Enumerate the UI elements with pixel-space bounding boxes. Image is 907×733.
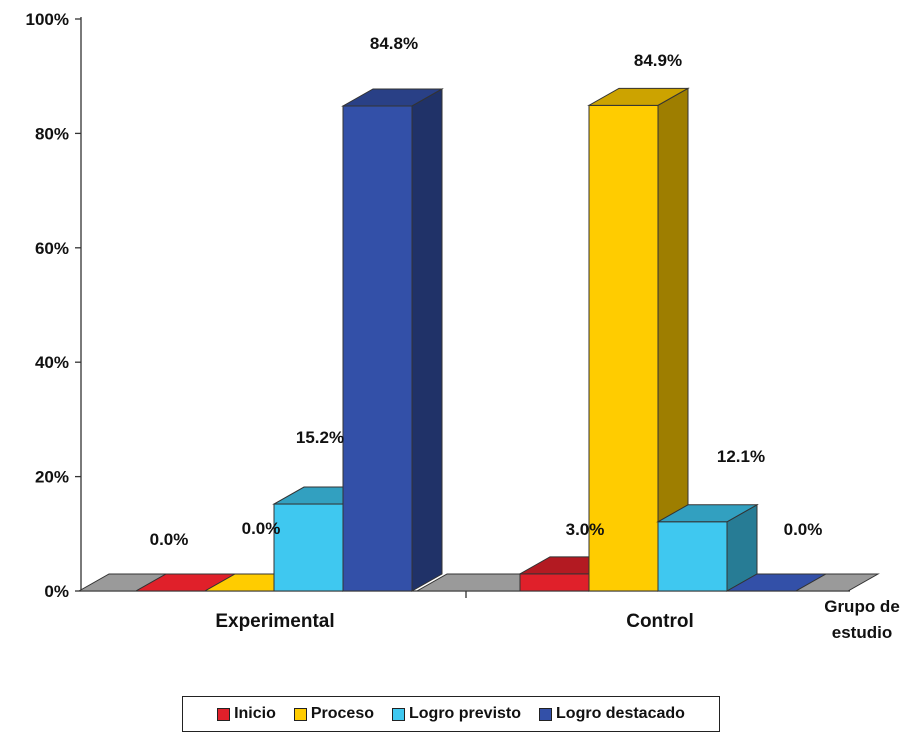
y-tick-label: 20% — [35, 468, 69, 487]
legend-item: Inicio — [217, 705, 276, 723]
y-tick-label: 0% — [44, 582, 69, 601]
data-label: 15.2% — [296, 428, 344, 447]
data-label: 0.0% — [242, 519, 281, 538]
bar-front — [273, 503, 344, 592]
legend-swatch — [392, 707, 405, 721]
bar-proceso — [587, 87, 690, 592]
legend-label: Logro destacado — [556, 705, 685, 722]
legend-swatch — [539, 707, 553, 721]
bar-top — [656, 504, 759, 523]
bar-front — [657, 521, 728, 592]
chart: 0% 20% 40% 60% 80% 100% 0.0% 3.0% 0.0% 84.9% 15.2… — [26, 10, 900, 642]
data-labels: 0.0% 3.0% 0.0% 84.9% 15.2% 12.1% 84.8% 0.0% — [150, 34, 823, 549]
data-label: 3.0% — [566, 520, 605, 539]
floor-tile — [794, 573, 880, 592]
y-tick-label: 100% — [26, 10, 69, 29]
bar-front — [588, 104, 659, 592]
legend-item: Proceso — [293, 705, 374, 723]
legend-item: Logro destacado — [539, 705, 685, 723]
data-label: 0.0% — [150, 530, 189, 549]
data-label: 84.9% — [634, 51, 682, 70]
y-tick-label: 60% — [35, 239, 69, 258]
data-label: 0.0% — [784, 520, 823, 539]
x-axis-title-line-1: Grupo de — [824, 597, 900, 616]
bars — [77, 87, 880, 592]
legend-item: Logro previsto — [392, 705, 521, 723]
x-axis-title-line-2: estudio — [832, 623, 892, 642]
bar-top — [587, 87, 690, 106]
bar-top — [341, 88, 444, 107]
category-labels: Experimental Control — [215, 611, 693, 632]
bar-front — [342, 105, 413, 592]
y-tick-label: 40% — [35, 353, 69, 372]
legend-label: Logro previsto — [409, 705, 522, 722]
legend-swatch — [293, 707, 307, 721]
legend-label: Proceso — [310, 705, 374, 722]
data-label: 84.8% — [370, 34, 418, 53]
category-label: Control — [626, 611, 694, 632]
legend: Inicio Proceso Logro previsto Logro destaca… — [182, 696, 720, 732]
bar-front — [519, 573, 590, 592]
legend-label: Inicio — [234, 705, 276, 722]
y-tick-label: 80% — [35, 124, 69, 143]
bar-logro-previsto — [656, 503, 759, 592]
bar-side — [411, 88, 443, 592]
legend-swatch — [217, 707, 231, 721]
data-label: 12.1% — [717, 447, 765, 466]
bar-logro-destacado — [341, 88, 444, 592]
category-label: Experimental — [215, 611, 334, 632]
